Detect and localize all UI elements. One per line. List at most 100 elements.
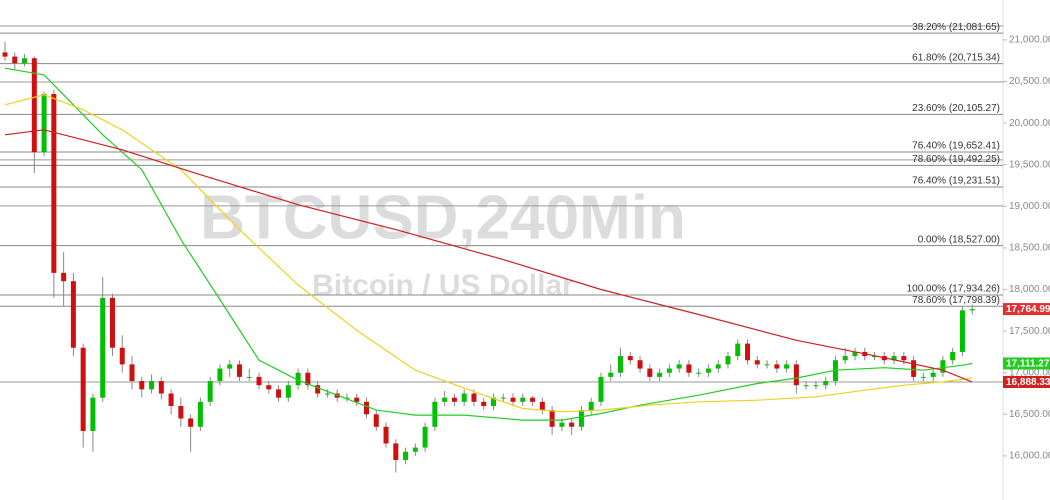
candle-body [2,52,8,57]
y-tick-label: 18,000.00 [1009,284,1050,295]
candle-body [90,397,96,431]
candle-body [959,310,965,352]
candle-body [813,385,819,387]
y-tick-label: 19,000.00 [1009,201,1050,212]
candle-body [569,422,575,427]
y-tick-label: 18,500.00 [1009,243,1050,254]
candle-body [51,94,57,273]
candle-body [715,364,721,369]
candle-body [119,347,125,365]
candle-body [227,364,233,369]
price-tag [1003,376,1050,389]
candle-body [647,368,653,377]
candle-body [901,356,907,361]
price-tag [1003,303,1050,316]
candle-body [872,356,878,358]
candle-body [109,297,115,348]
level-label: 61.80% (20,715.34) [912,52,1000,63]
candle-body [842,356,848,361]
candle-body [412,447,418,452]
y-tick-label: 16,000.00 [1009,451,1050,462]
candle-body [80,347,86,431]
watermark-title: BTCUSD,240Min [200,183,686,252]
candle-body [158,381,164,394]
price-tag-label: 16,888.33 [1006,377,1050,388]
candle-body [637,360,643,369]
candle-body [588,401,594,411]
candle-body [549,410,555,427]
candle-body [930,372,936,377]
y-tick-label: 21,000.00 [1009,35,1050,46]
price-tag-label: 17,764.99 [1006,304,1050,315]
candle-body [530,397,536,402]
candle-body [471,393,477,402]
candle-body [500,397,506,399]
level-label: 38.20% (21,081.65) [912,22,1000,33]
candle-body [383,426,389,444]
candle-body [236,364,242,377]
candle-body [725,356,731,365]
moving-average [4,94,973,413]
moving-average [4,129,973,383]
price-tag-label: 17,111.27 [1006,359,1050,370]
candle-body [745,343,751,361]
candle-body [168,393,174,406]
candle-body [764,364,770,366]
candle-body [969,309,975,311]
candle-body [149,381,155,390]
candle-body [324,393,330,395]
watermark-subtitle: Bitcoin / US Dollar [312,269,574,302]
candle-body [823,381,829,386]
candle-body [432,401,438,427]
candle-body [393,443,399,461]
candle-body [911,360,917,377]
candle-body [403,451,409,461]
candle-body [520,397,526,402]
candle-body [784,364,790,369]
candle-body [285,385,291,398]
y-tick-label: 19,500.00 [1009,159,1050,170]
candle-body [197,401,203,427]
candle-body [31,58,37,153]
price-tag [1003,357,1050,370]
candle-body [442,397,448,402]
candle-body [70,281,76,348]
y-tick-label: 17,000.00 [1009,367,1050,378]
candle-body [266,385,272,390]
candle-body [188,418,194,427]
candle-body [354,397,360,402]
candle-body [578,410,584,427]
candle-body [481,401,487,406]
level-label: 78.60% (17,798.39) [912,295,1000,306]
candle-body [178,405,184,419]
candle-body [100,297,106,398]
candle-body [559,422,565,427]
candle-body [686,364,692,373]
candle-body [315,385,321,394]
y-tick-label: 16,500.00 [1009,409,1050,420]
candle-body [891,356,897,361]
candle-body [461,393,467,402]
candle-body [22,58,28,64]
y-tick-label: 20,000.00 [1009,118,1050,129]
candle-body [705,368,711,373]
candle-body [256,376,262,386]
level-label: 100.00% (17,934.26) [907,284,1000,295]
candle-body [608,372,614,377]
candle-body [940,360,946,373]
candle-body [627,356,633,361]
candle-body [246,376,252,378]
candle-body [598,376,604,402]
candle-body [295,372,301,386]
candle-body [422,426,428,448]
level-label: 0.00% (18,527.00) [918,234,1000,245]
candle-body [61,272,67,282]
candle-body [305,372,311,386]
candle-body [676,364,682,369]
level-label: 23.60% (20,105.27) [912,103,1000,114]
y-tick-label: 17,500.00 [1009,326,1050,337]
level-label: 78.60% (19,492.25) [912,154,1000,165]
y-tick-label: 20,500.00 [1009,76,1050,87]
